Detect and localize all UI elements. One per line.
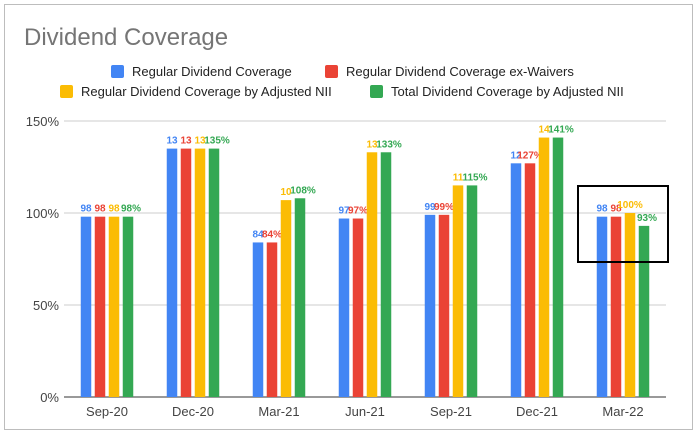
data-label: 127%	[517, 150, 543, 161]
bar[interactable]	[510, 163, 522, 397]
data-label: 99%	[434, 202, 454, 213]
data-label: 97	[338, 206, 350, 217]
data-label: 13	[166, 136, 178, 147]
x-tick-label: Sep-21	[430, 404, 472, 419]
gridlines	[64, 120, 666, 398]
bar[interactable]	[338, 218, 350, 397]
data-label: 98	[610, 204, 622, 215]
y-tick-label: 50%	[33, 298, 59, 313]
data-label: 11	[453, 172, 464, 183]
data-label: 133%	[376, 139, 402, 150]
data-label: 135%	[204, 136, 230, 147]
bar[interactable]	[466, 185, 478, 397]
bar[interactable]	[166, 148, 178, 397]
y-tick-label: 150%	[26, 114, 60, 129]
data-label: 12	[510, 150, 522, 161]
bar[interactable]	[208, 148, 220, 397]
bar[interactable]	[538, 137, 550, 397]
data-label: 115%	[462, 172, 487, 183]
data-label: 13	[366, 139, 378, 150]
bar[interactable]	[366, 152, 378, 397]
x-tick-label: Sep-20	[86, 404, 128, 419]
bar[interactable]	[624, 213, 636, 397]
data-label: 97%	[348, 206, 368, 217]
bar[interactable]	[552, 137, 564, 397]
bar[interactable]	[108, 216, 120, 397]
data-label: 100%	[617, 200, 643, 211]
data-label: 98	[94, 204, 106, 215]
legend-label[interactable]: Total Dividend Coverage by Adjusted NII	[391, 84, 624, 99]
data-label: 84	[252, 229, 264, 240]
data-label: 10	[280, 187, 292, 198]
x-tick-label: Dec-21	[516, 404, 558, 419]
x-tick-label: Mar-22	[602, 404, 643, 419]
data-label: 108%	[290, 185, 316, 196]
data-label: 84%	[262, 229, 282, 240]
bar[interactable]	[424, 214, 436, 397]
legend-swatch	[325, 65, 338, 78]
bar[interactable]	[180, 148, 192, 397]
x-tick-label: Jun-21	[345, 404, 385, 419]
bar[interactable]	[252, 242, 264, 397]
legend-swatch	[370, 85, 383, 98]
bars: 98 98 98 98%13 13 13135%8484%10108%9797%13133…	[80, 125, 657, 397]
data-label: 98	[80, 204, 92, 215]
bar[interactable]	[80, 216, 92, 397]
legend: Regular Dividend Coverage Regular Dividen…	[60, 64, 624, 99]
x-tick-label: Mar-21	[258, 404, 299, 419]
bar[interactable]	[524, 163, 536, 397]
bar[interactable]	[380, 152, 392, 397]
bar[interactable]	[94, 216, 106, 397]
data-label: 13	[194, 136, 206, 147]
data-label: 99	[424, 202, 436, 213]
bar[interactable]	[596, 216, 608, 397]
legend-swatch	[111, 65, 124, 78]
bar[interactable]	[610, 216, 622, 397]
bar[interactable]	[352, 218, 364, 397]
legend-label[interactable]: Regular Dividend Coverage	[132, 64, 292, 79]
bar[interactable]	[280, 200, 292, 397]
x-tick-label: Dec-20	[172, 404, 214, 419]
data-label: 14	[538, 125, 550, 136]
chart-title: Dividend Coverage	[24, 24, 228, 51]
bar[interactable]	[194, 148, 206, 397]
data-label: 98	[108, 204, 120, 215]
legend-label[interactable]: Regular Dividend Coverage ex-Waivers	[346, 64, 574, 79]
y-tick-label: 100%	[26, 206, 60, 221]
legend-swatch	[60, 85, 73, 98]
data-label: 98%	[121, 204, 141, 215]
bar[interactable]	[438, 214, 450, 397]
bar[interactable]	[294, 198, 306, 397]
bar[interactable]	[122, 216, 134, 397]
data-label: 141%	[548, 125, 574, 136]
x-axis: Sep-20 Dec-20 Mar-21 Jun-21 Sep-21 Dec-21 Mar-…	[86, 404, 644, 419]
data-label: 93%	[637, 213, 657, 224]
y-tick-label: 0%	[40, 390, 59, 405]
bar[interactable]	[638, 225, 650, 397]
data-label: 13	[180, 136, 192, 147]
data-label: 98	[596, 204, 608, 215]
highlight-box	[577, 185, 669, 263]
bar[interactable]	[266, 242, 278, 397]
bar[interactable]	[452, 185, 464, 397]
legend-label[interactable]: Regular Dividend Coverage by Adjusted NI…	[81, 84, 332, 99]
y-axis: 0% 50% 100% 150%	[26, 114, 60, 405]
